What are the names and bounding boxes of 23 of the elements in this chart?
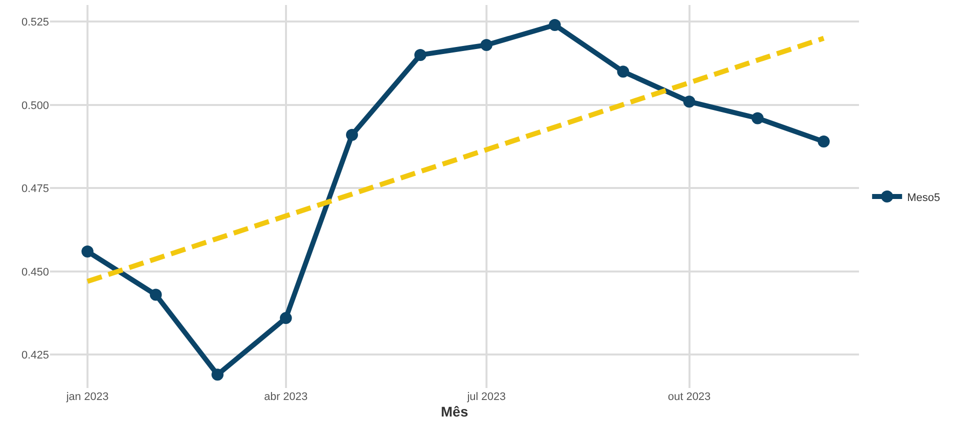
- x-tick-label: abr 2023: [264, 391, 308, 403]
- y-tick-label: 0.525: [21, 16, 49, 28]
- point: [280, 312, 292, 324]
- point: [617, 66, 630, 78]
- x-tick-label: jan 2023: [65, 391, 109, 403]
- point: [818, 136, 830, 148]
- y-tick-label: 0.425: [21, 350, 49, 362]
- y-tick-label: 0.475: [21, 183, 49, 196]
- x-tick-label: jul 2023: [466, 391, 506, 403]
- point: [414, 48, 426, 61]
- y-tick-label: 0.450: [21, 266, 49, 278]
- point: [548, 18, 561, 31]
- x-tick-label: out 2023: [668, 391, 711, 403]
- point: [480, 38, 492, 51]
- y-tick-label: 0.500: [21, 100, 49, 112]
- point: [752, 112, 764, 124]
- point: [150, 288, 162, 301]
- point: [683, 96, 696, 108]
- point: [81, 245, 94, 258]
- x-axis-title: Mês: [440, 403, 468, 420]
- point: [346, 128, 358, 141]
- point: [212, 368, 224, 381]
- legend-label: Meso5: [907, 192, 940, 204]
